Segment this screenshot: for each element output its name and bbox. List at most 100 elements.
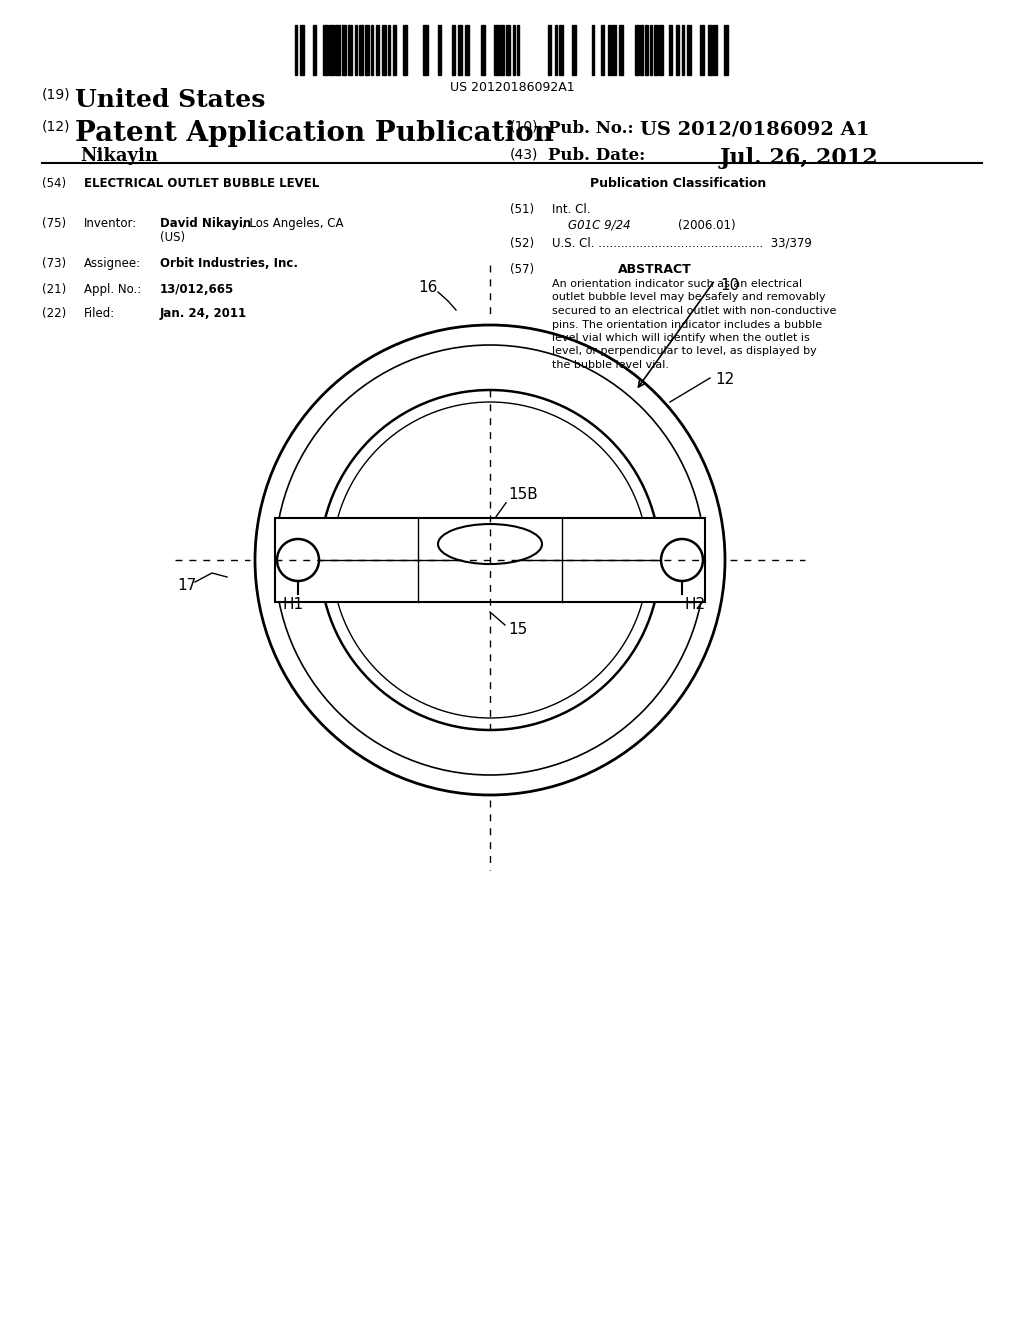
Text: ABSTRACT: ABSTRACT: [618, 263, 692, 276]
Text: Nikayin: Nikayin: [80, 147, 158, 165]
Text: (57): (57): [510, 263, 535, 276]
Bar: [506, 25, 510, 75]
Text: (US): (US): [160, 231, 185, 244]
Text: (22): (22): [42, 308, 67, 319]
Text: (10): (10): [510, 120, 539, 135]
Bar: [517, 25, 519, 75]
Bar: [423, 25, 428, 75]
Text: 13/012,665: 13/012,665: [160, 282, 234, 296]
Bar: [650, 25, 652, 75]
Text: the bubble level vial.: the bubble level vial.: [552, 360, 669, 370]
Text: Inventor:: Inventor:: [84, 216, 137, 230]
Bar: [608, 25, 610, 75]
Text: (75): (75): [42, 216, 67, 230]
Text: (43): (43): [510, 147, 539, 161]
Text: pins. The orientation indicator includes a bubble: pins. The orientation indicator includes…: [552, 319, 822, 330]
Text: (19): (19): [42, 88, 71, 102]
Bar: [342, 25, 346, 75]
Bar: [382, 25, 386, 75]
Text: US 20120186092A1: US 20120186092A1: [450, 81, 574, 94]
Text: Orbit Industries, Inc.: Orbit Industries, Inc.: [160, 257, 298, 271]
Bar: [388, 25, 390, 75]
Text: Jul. 26, 2012: Jul. 26, 2012: [720, 147, 879, 169]
Text: Filed:: Filed:: [84, 308, 116, 319]
Text: David Nikayin: David Nikayin: [160, 216, 251, 230]
Bar: [611, 25, 616, 75]
Text: Jan. 24, 2011: Jan. 24, 2011: [160, 308, 247, 319]
Text: Patent Application Publication: Patent Application Publication: [75, 120, 554, 147]
Circle shape: [255, 325, 725, 795]
Bar: [555, 25, 557, 75]
Bar: [676, 25, 679, 75]
Text: secured to an electrical outlet with non-conductive: secured to an electrical outlet with non…: [552, 306, 837, 315]
Text: Publication Classification: Publication Classification: [590, 177, 766, 190]
Bar: [393, 25, 396, 75]
Text: H1: H1: [283, 597, 303, 612]
Bar: [658, 25, 663, 75]
Bar: [713, 25, 718, 75]
Bar: [312, 25, 315, 75]
Text: (52): (52): [510, 238, 535, 249]
Text: United States: United States: [75, 88, 265, 112]
Bar: [403, 25, 407, 75]
Text: G01C 9/24: G01C 9/24: [568, 219, 631, 232]
Bar: [653, 25, 656, 75]
Text: (54): (54): [42, 177, 67, 190]
Bar: [645, 25, 648, 75]
Text: (21): (21): [42, 282, 67, 296]
Bar: [548, 25, 551, 75]
Bar: [572, 25, 577, 75]
Bar: [724, 25, 728, 75]
Bar: [458, 25, 462, 75]
Bar: [699, 25, 705, 75]
Text: An orientation indicator such as an electrical: An orientation indicator such as an elec…: [552, 279, 802, 289]
Circle shape: [319, 389, 660, 730]
Circle shape: [278, 539, 319, 581]
Text: 17: 17: [177, 578, 197, 593]
Bar: [376, 25, 380, 75]
Text: level, or perpendicular to level, as displayed by: level, or perpendicular to level, as dis…: [552, 346, 817, 356]
Bar: [640, 25, 643, 75]
Bar: [495, 25, 498, 75]
Text: level vial which will identify when the outlet is: level vial which will identify when the …: [552, 333, 810, 343]
Text: U.S. Cl. ............................................  33/379: U.S. Cl. ...............................…: [552, 238, 812, 249]
Bar: [709, 25, 712, 75]
Text: (12): (12): [42, 120, 71, 135]
Text: Assignee:: Assignee:: [84, 257, 141, 271]
Circle shape: [332, 403, 648, 718]
Text: (73): (73): [42, 257, 67, 271]
Bar: [347, 25, 351, 75]
Text: 10: 10: [720, 277, 739, 293]
Bar: [601, 25, 604, 75]
Circle shape: [275, 345, 705, 775]
Text: US 2012/0186092 A1: US 2012/0186092 A1: [640, 120, 869, 139]
Text: 15: 15: [508, 623, 527, 638]
Bar: [371, 25, 374, 75]
Bar: [275, 517, 705, 602]
Bar: [329, 25, 334, 75]
Bar: [669, 25, 672, 75]
Bar: [559, 25, 563, 75]
Bar: [323, 25, 328, 75]
Bar: [335, 25, 340, 75]
Bar: [365, 25, 369, 75]
Bar: [682, 25, 684, 75]
Bar: [453, 25, 456, 75]
Bar: [295, 25, 297, 75]
Bar: [513, 25, 515, 75]
Text: H2: H2: [685, 597, 707, 612]
Text: (2006.01): (2006.01): [678, 219, 735, 232]
Text: , Los Angeles, CA: , Los Angeles, CA: [242, 216, 343, 230]
Text: 12: 12: [715, 372, 734, 388]
Text: Int. Cl.: Int. Cl.: [552, 203, 591, 216]
Bar: [359, 25, 362, 75]
Text: Pub. Date:: Pub. Date:: [548, 147, 645, 164]
Text: (51): (51): [510, 203, 535, 216]
Bar: [500, 25, 504, 75]
Text: Appl. No.:: Appl. No.:: [84, 282, 141, 296]
Text: 16: 16: [419, 280, 437, 294]
Text: 15B: 15B: [508, 487, 538, 503]
Bar: [687, 25, 691, 75]
Bar: [592, 25, 594, 75]
Bar: [618, 25, 624, 75]
